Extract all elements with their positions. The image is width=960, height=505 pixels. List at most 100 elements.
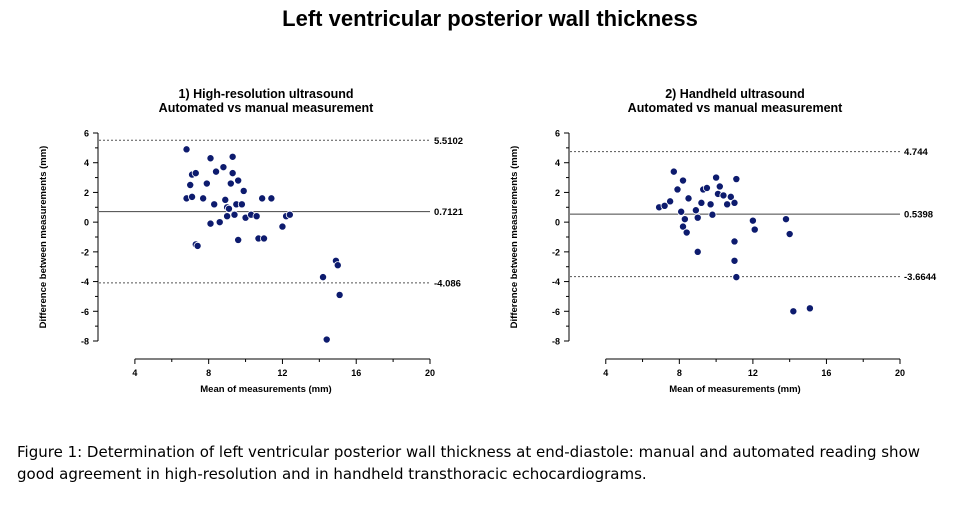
y-tick-label: -6 [81, 307, 89, 317]
data-point [748, 216, 757, 225]
chart-title: 1) High-resolution ultrasound [179, 87, 354, 101]
y-tick-label: -8 [552, 337, 560, 347]
reference-line-label: 0.7121 [434, 207, 464, 218]
data-point [234, 176, 243, 185]
data-point [237, 200, 246, 209]
data-point [219, 163, 228, 172]
data-point [186, 180, 195, 189]
chart-subtitle: Automated vs manual measurement [628, 101, 843, 115]
x-tick-label: 16 [821, 368, 831, 378]
data-point [669, 167, 678, 176]
x-tick-label: 20 [425, 368, 435, 378]
x-tick-label: 8 [206, 368, 211, 378]
data-point [322, 335, 331, 344]
x-axis-label: Mean of measurements (mm) [200, 384, 331, 395]
data-point [199, 194, 208, 203]
data-point [226, 179, 235, 188]
y-tick-label: -4 [552, 277, 560, 287]
x-tick-label: 12 [748, 368, 758, 378]
data-point [191, 169, 200, 178]
data-point [785, 230, 794, 239]
data-point [730, 198, 739, 207]
x-axis-label: Mean of measurements (mm) [669, 384, 800, 395]
data-point [706, 200, 715, 209]
x-tick-label: 16 [351, 368, 361, 378]
data-point [730, 256, 739, 265]
data-point [677, 207, 686, 216]
reference-line-label: -3.6644 [904, 272, 937, 283]
data-point [234, 235, 243, 244]
data-point [789, 307, 798, 316]
data-point [285, 210, 294, 219]
data-point [252, 212, 261, 221]
data-point [228, 152, 237, 161]
data-point [750, 225, 759, 234]
y-axis-label: Difference between measurements (mm) [38, 146, 49, 329]
data-point [732, 175, 741, 184]
data-point [679, 176, 688, 185]
y-tick-label: 4 [555, 158, 560, 168]
y-tick-label: -6 [552, 307, 560, 317]
y-tick-label: -4 [81, 277, 89, 287]
reference-line-label: 0.5398 [904, 210, 933, 221]
y-tick-label: 6 [84, 129, 89, 139]
data-point [223, 212, 232, 221]
x-tick-label: 4 [132, 368, 137, 378]
data-point [730, 237, 739, 246]
data-point [319, 273, 328, 282]
y-tick-label: 0 [84, 218, 89, 228]
data-point [673, 185, 682, 194]
y-tick-label: -8 [81, 337, 89, 347]
data-point [259, 234, 268, 243]
data-point [206, 219, 215, 228]
data-point [732, 273, 741, 282]
data-point [684, 194, 693, 203]
data-point [188, 192, 197, 201]
x-tick-label: 4 [603, 368, 608, 378]
data-point [719, 191, 728, 200]
y-tick-label: -2 [552, 247, 560, 257]
data-point [715, 182, 724, 191]
y-tick-label: 6 [555, 129, 560, 139]
x-tick-label: 20 [895, 368, 905, 378]
data-point [258, 194, 267, 203]
y-tick-label: 2 [555, 188, 560, 198]
reference-line-label: -4.086 [434, 278, 461, 289]
data-point [708, 210, 717, 219]
data-point [239, 186, 248, 195]
y-tick-label: 0 [555, 218, 560, 228]
data-point [228, 169, 237, 178]
data-point [182, 145, 191, 154]
data-point [723, 200, 732, 209]
x-tick-label: 8 [677, 368, 682, 378]
data-point [221, 195, 230, 204]
data-point [215, 218, 224, 227]
figure-caption: Figure 1: Determination of left ventricu… [17, 443, 921, 483]
data-point [230, 210, 239, 219]
reference-line-label: 5.5102 [434, 136, 463, 147]
data-point [333, 261, 342, 270]
data-point [712, 173, 721, 182]
data-point [660, 201, 669, 210]
data-point [278, 222, 287, 231]
data-point [693, 247, 702, 256]
y-axis-label: Difference between measurements (mm) [509, 146, 520, 329]
data-point [682, 228, 691, 237]
x-tick-label: 12 [277, 368, 287, 378]
data-point [726, 192, 735, 201]
data-point [666, 197, 675, 206]
y-tick-label: 4 [84, 158, 89, 168]
data-point [206, 154, 215, 163]
data-point [691, 206, 700, 215]
data-point [680, 215, 689, 224]
data-point [267, 194, 276, 203]
figure-title: Left ventricular posterior wall thicknes… [282, 6, 698, 31]
data-point [679, 222, 688, 231]
data-point [781, 215, 790, 224]
chart-title: 2) Handheld ultrasound [665, 87, 805, 101]
data-point [212, 167, 221, 176]
data-point [693, 213, 702, 222]
chart-subtitle: Automated vs manual measurement [159, 101, 374, 115]
